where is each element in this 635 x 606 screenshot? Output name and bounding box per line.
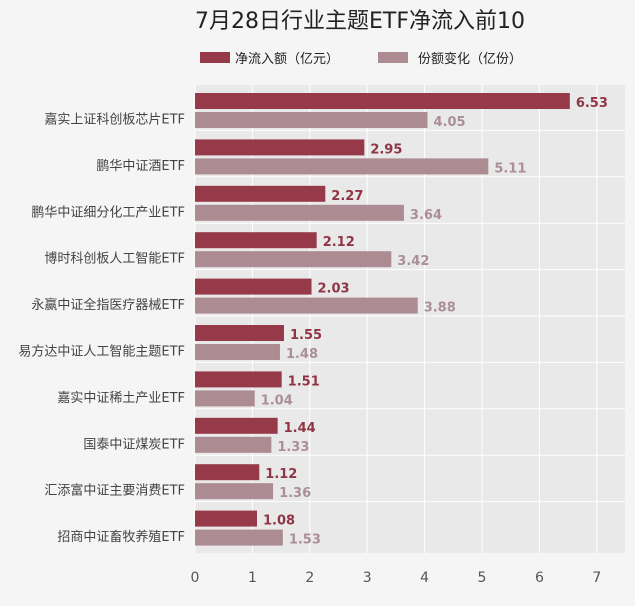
chart-title: 7月28日行业主题ETF净流入前10 <box>195 9 525 34</box>
bar-net-inflow <box>195 417 278 434</box>
category-label: 永赢中证全指医疗器械ETF <box>31 297 185 313</box>
bar-net-inflow <box>195 139 365 156</box>
data-label: 1.44 <box>284 421 316 436</box>
legend-label: 份额变化（亿份） <box>418 51 522 67</box>
data-label: 6.53 <box>576 96 608 111</box>
bar-share-change <box>195 529 283 546</box>
data-labels: 6.53 4.05 2.95 5.11 2.27 3.64 2.12 3.42 2.03 3.88… <box>261 96 608 548</box>
data-label: 3.88 <box>424 301 456 316</box>
x-tick-label: 4 <box>420 570 429 586</box>
category-label: 易方达中证人工智能主题ETF <box>18 344 185 360</box>
bars <box>195 93 570 546</box>
legend: 净流入额（亿元） 份额变化（亿份） <box>200 51 522 67</box>
bar-share-change <box>195 344 280 360</box>
bar-share-change <box>195 390 255 407</box>
bar-net-inflow <box>195 185 326 202</box>
x-tick-label: 7 <box>592 570 601 586</box>
data-label: 1.33 <box>277 440 309 455</box>
bar-share-change <box>195 158 489 175</box>
x-tick-label: 1 <box>248 570 257 586</box>
category-label: 汇添富中证主要消费ETF <box>44 483 185 499</box>
data-label: 1.48 <box>286 347 318 362</box>
data-label: 1.53 <box>289 533 321 548</box>
x-tick-labels: 0 1 2 3 4 5 6 7 <box>191 570 602 586</box>
data-label: 1.36 <box>279 486 311 501</box>
bar-share-change <box>195 436 272 453</box>
data-label: 1.04 <box>261 393 293 408</box>
data-label: 1.08 <box>263 514 295 529</box>
data-label: 3.64 <box>410 208 442 223</box>
bar-share-change <box>195 483 274 500</box>
x-tick-label: 2 <box>305 570 314 586</box>
x-tick-label: 5 <box>478 570 487 586</box>
bar-net-inflow <box>195 464 260 481</box>
x-tick-label: 0 <box>191 570 200 586</box>
data-label: 5.11 <box>494 161 526 176</box>
data-label: 1.12 <box>265 467 297 482</box>
bar-share-change <box>195 204 404 221</box>
data-label: 1.51 <box>288 374 320 389</box>
category-labels: 嘉实上证科创板芯片ETF 鹏华中证酒ETF 鹏华中证细分化工产业ETF 博时科创板人工… <box>18 113 185 546</box>
category-label: 嘉实上证科创板芯片ETF <box>44 113 185 128</box>
legend-swatch <box>378 52 408 63</box>
bar-share-change <box>195 251 392 268</box>
bar-share-change <box>195 297 418 314</box>
data-label: 3.42 <box>397 254 429 269</box>
bar-share-change <box>195 112 428 128</box>
legend-label: 净流入额（亿元） <box>235 52 339 67</box>
category-label: 国泰中证煤炭ETF <box>83 437 185 452</box>
bar-net-inflow <box>195 510 257 527</box>
data-label: 4.05 <box>433 115 465 130</box>
bar-net-inflow <box>195 232 317 249</box>
x-tick-label: 6 <box>535 570 544 586</box>
category-label: 鹏华中证酒ETF <box>96 159 185 174</box>
data-label: 2.27 <box>331 189 363 204</box>
bar-net-inflow <box>195 371 282 388</box>
data-label: 1.55 <box>290 328 322 343</box>
category-label: 博时科创板人工智能ETF <box>44 252 185 267</box>
category-label: 招商中证畜牧养殖ETF <box>57 529 185 545</box>
data-label: 2.03 <box>318 282 350 297</box>
legend-swatch <box>200 52 230 63</box>
data-label: 2.12 <box>323 235 355 250</box>
category-label: 嘉实中证稀土产业ETF <box>57 391 185 406</box>
x-tick-label: 3 <box>363 570 372 586</box>
bar-net-inflow <box>195 325 284 341</box>
bar-net-inflow <box>195 93 570 109</box>
bar-net-inflow <box>195 278 312 295</box>
category-label: 鹏华中证细分化工产业ETF <box>31 205 185 220</box>
data-label: 2.95 <box>370 142 402 157</box>
